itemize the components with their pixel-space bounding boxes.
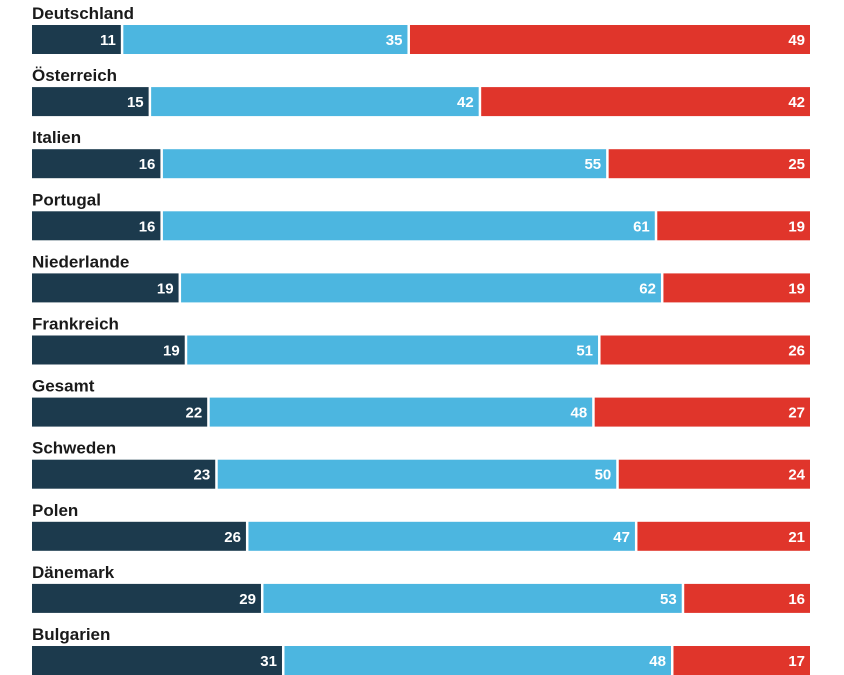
value-label: 26: [788, 343, 805, 360]
red-segment: [608, 149, 810, 179]
category-label: Dänemark: [32, 563, 115, 582]
category-label: Italien: [32, 128, 81, 147]
red-segment: [673, 646, 810, 675]
value-label: 55: [584, 156, 601, 173]
bar-row: Österreich 15 42 42: [32, 66, 810, 117]
red-segment: [481, 87, 810, 117]
dark-segment: [32, 521, 246, 551]
value-label: 51: [576, 343, 593, 360]
dark-segment: [32, 335, 185, 365]
value-label: 50: [595, 467, 612, 484]
value-label: 29: [239, 591, 256, 608]
category-label: Niederlande: [32, 252, 129, 271]
red-segment: [657, 211, 810, 241]
category-label: Bulgarien: [32, 625, 110, 644]
light-blue-segment: [151, 87, 479, 117]
red-segment: [684, 583, 810, 613]
value-label: 35: [386, 32, 403, 49]
value-label: 53: [660, 591, 677, 608]
category-label: Deutschland: [32, 4, 134, 23]
light-blue-segment: [181, 273, 661, 303]
bar-row: Schweden 23 50 24: [32, 439, 810, 489]
bar-row: Dänemark 29 53 16: [32, 563, 810, 613]
value-label: 19: [788, 218, 805, 235]
value-label: 19: [157, 280, 174, 297]
red-segment: [409, 25, 810, 54]
red-segment: [618, 459, 810, 489]
light-blue-segment: [217, 459, 617, 489]
value-label: 21: [788, 529, 805, 546]
value-label: 62: [639, 280, 656, 297]
dark-segment: [32, 583, 261, 613]
bar-row: Frankreich 19 51 26: [32, 315, 810, 365]
chart-rows: Deutschland 11 35 49 Österreich 15 42 42 Italien…: [32, 4, 810, 675]
light-blue-segment: [263, 583, 682, 613]
value-label: 16: [139, 156, 156, 173]
category-label: Schweden: [32, 439, 116, 458]
value-label: 24: [788, 467, 805, 484]
red-segment: [600, 335, 810, 365]
bar-row: Polen 26 47 21: [32, 501, 810, 551]
category-label: Portugal: [32, 190, 101, 209]
dark-segment: [32, 149, 161, 179]
light-blue-segment: [162, 149, 607, 179]
dark-segment: [32, 273, 179, 303]
value-label: 16: [139, 218, 156, 235]
light-blue-segment: [162, 211, 655, 241]
light-blue-segment: [187, 335, 599, 365]
value-label: 31: [260, 653, 277, 670]
category-label: Polen: [32, 501, 78, 520]
dark-segment: [32, 646, 282, 675]
bar-row: Deutschland 11 35 49: [32, 4, 810, 54]
bar-row: Bulgarien 31 48 17: [32, 625, 810, 675]
value-label: 48: [571, 405, 588, 422]
value-label: 19: [163, 343, 180, 360]
dark-segment: [32, 87, 149, 117]
red-segment: [637, 521, 810, 551]
bar-row: Niederlande 19 62 19: [32, 252, 810, 303]
bar-row: Portugal 16 61 19: [32, 190, 810, 241]
light-blue-segment: [209, 397, 593, 427]
category-label: Gesamt: [32, 377, 95, 396]
value-label: 49: [788, 32, 805, 49]
value-label: 11: [100, 32, 116, 49]
value-label: 47: [613, 529, 630, 546]
category-label: Österreich: [32, 66, 117, 85]
dark-segment: [32, 397, 208, 427]
dark-segment: [32, 459, 216, 489]
dark-segment: [32, 25, 121, 54]
red-segment: [663, 273, 810, 303]
value-label: 61: [633, 218, 650, 235]
light-blue-segment: [248, 521, 635, 551]
value-label: 17: [788, 653, 805, 670]
value-label: 42: [788, 94, 805, 111]
dark-segment: [32, 211, 161, 241]
value-label: 48: [649, 653, 666, 670]
value-label: 27: [788, 405, 805, 422]
value-label: 16: [788, 591, 805, 608]
value-label: 42: [457, 94, 474, 111]
light-blue-segment: [123, 25, 408, 54]
value-label: 23: [194, 467, 211, 484]
value-label: 26: [224, 529, 241, 546]
category-label: Frankreich: [32, 315, 119, 334]
value-label: 22: [186, 405, 203, 422]
bar-row: Italien 16 55 25: [32, 128, 810, 179]
red-segment: [594, 397, 810, 427]
bar-row: Gesamt 22 48 27: [32, 377, 810, 427]
value-label: 19: [788, 280, 805, 297]
value-label: 15: [127, 94, 144, 111]
light-blue-segment: [284, 646, 671, 675]
value-label: 25: [788, 156, 805, 173]
